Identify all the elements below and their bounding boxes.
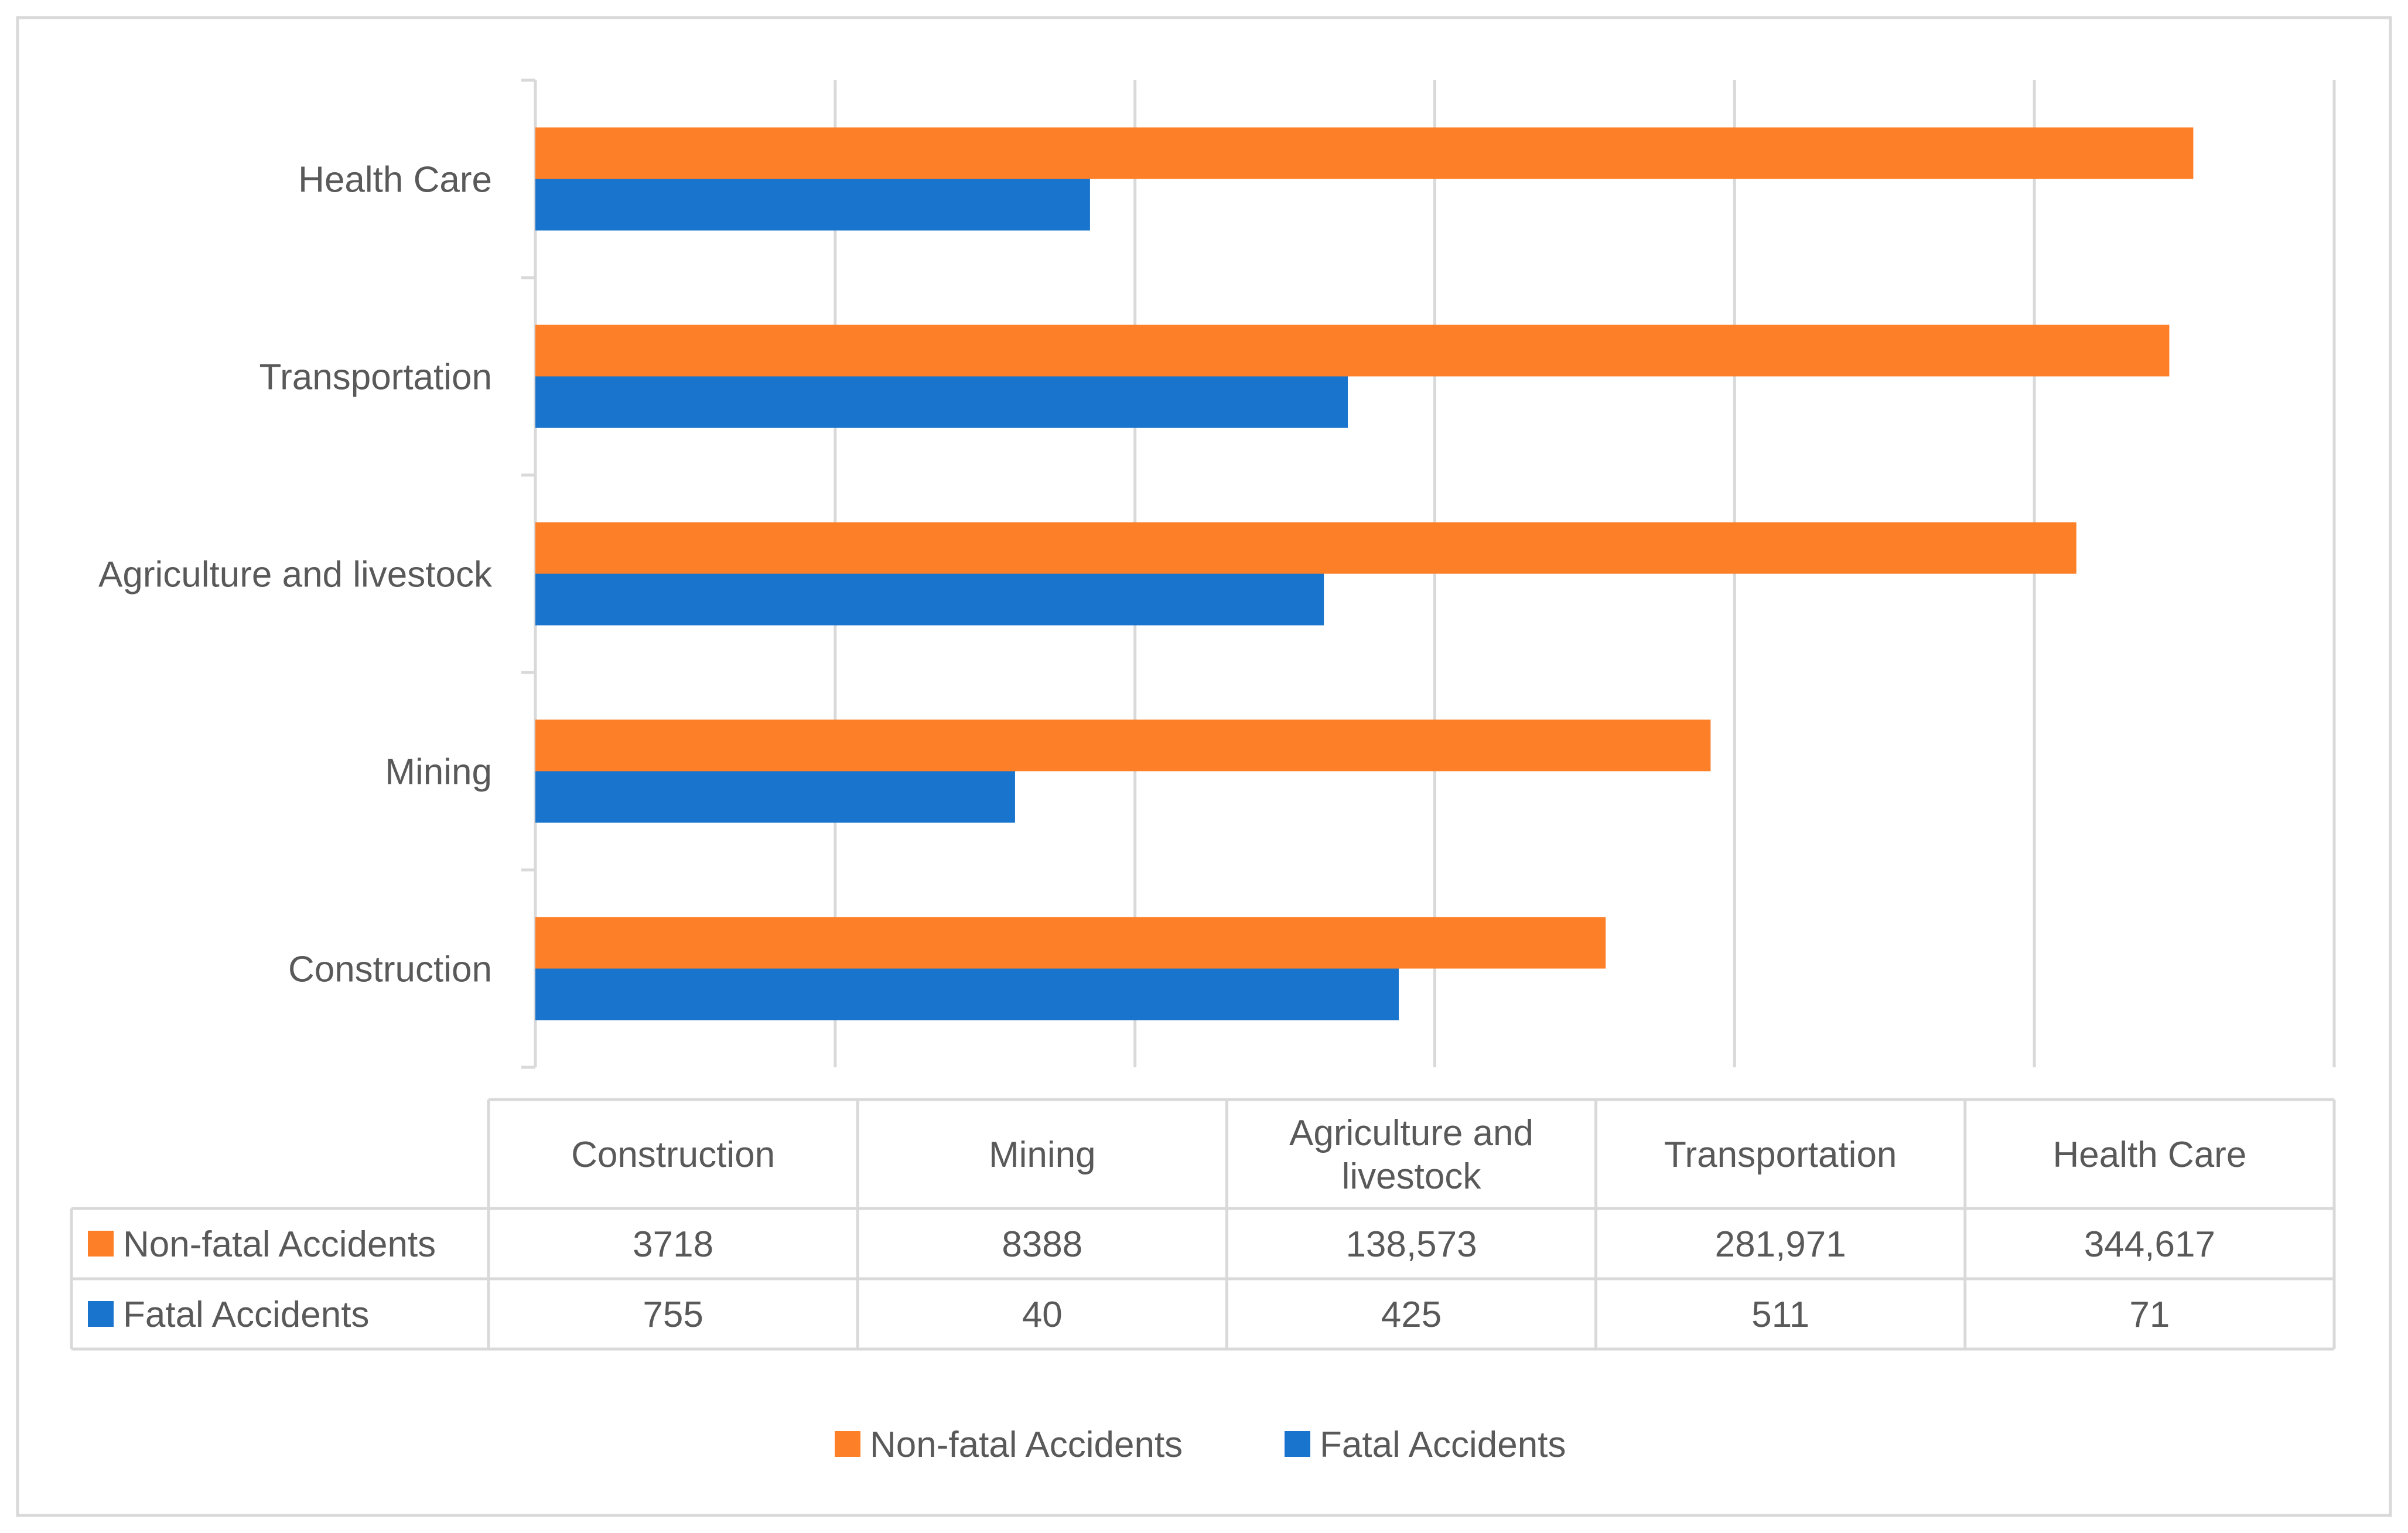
table-header-cell: Health Care — [2052, 1135, 2246, 1175]
category-labels: Construction Mining Agriculture and livest… — [98, 160, 493, 990]
legend-swatch-non-fatal — [835, 1431, 860, 1457]
bar-fatal-mining — [535, 771, 1015, 823]
table-value-fatal-health-care: 71 — [2129, 1295, 2170, 1335]
category-label-construction: Construction — [288, 950, 492, 990]
bars — [535, 127, 2194, 1020]
table-row-label-fatal: Fatal Accidents — [123, 1295, 369, 1335]
category-label-transportation: Transportation — [259, 357, 492, 398]
table-header-cell: Construction — [571, 1135, 775, 1175]
table-row-label-non-fatal: Non-fatal Accidents — [123, 1224, 436, 1265]
bar-non-fatal-transportation — [535, 325, 2170, 377]
legend: Non-fatal Accidents Fatal Accidents — [835, 1425, 1566, 1465]
category-label-mining: Mining — [385, 752, 492, 793]
legend-swatch-fatal — [1285, 1431, 1310, 1457]
bar-fatal-transportation — [535, 376, 1348, 428]
table-header-cell: Mining — [989, 1135, 1096, 1175]
table-legend-key-non-fatal — [88, 1231, 114, 1257]
table-value-non-fatal-agriculture-and-livestock: 138,573 — [1345, 1224, 1477, 1265]
bar-fatal-agriculture-and-livestock — [535, 573, 1324, 626]
bar-non-fatal-agriculture-and-livestock — [535, 522, 2076, 574]
legend-label-fatal: Fatal Accidents — [1320, 1425, 1566, 1465]
table-header-cell: Transportation — [1664, 1135, 1897, 1175]
table-value-fatal-transportation: 511 — [1751, 1295, 1809, 1335]
table-value-non-fatal-health-care: 344,617 — [2084, 1224, 2215, 1265]
bar-non-fatal-mining — [535, 719, 1711, 771]
legend-label-non-fatal: Non-fatal Accidents — [870, 1425, 1183, 1465]
bar-fatal-health-care — [535, 179, 1090, 231]
table-value-fatal-mining: 40 — [1022, 1295, 1063, 1335]
data-table: Construction Mining Agriculture andlivesto… — [70, 1098, 2336, 1351]
table-value-non-fatal-construction: 3718 — [633, 1224, 713, 1265]
table-legend-key-fatal — [88, 1301, 114, 1327]
bar-fatal-construction — [535, 968, 1399, 1020]
table-value-fatal-construction: 755 — [643, 1295, 703, 1335]
bar-non-fatal-construction — [535, 917, 1606, 969]
table-value-non-fatal-mining: 8388 — [1002, 1224, 1082, 1265]
table-header-cell: Agriculture and — [1289, 1113, 1533, 1153]
table-value-non-fatal-transportation: 281,971 — [1715, 1224, 1846, 1265]
table-header-cell: livestock — [1342, 1156, 1482, 1197]
category-label-agriculture-and-livestock: Agriculture and livestock — [98, 555, 493, 595]
bar-non-fatal-health-care — [535, 127, 2194, 179]
category-label-health-care: Health Care — [298, 160, 492, 200]
gridlines — [521, 78, 2336, 1069]
table-value-fatal-agriculture-and-livestock: 425 — [1381, 1295, 1442, 1335]
